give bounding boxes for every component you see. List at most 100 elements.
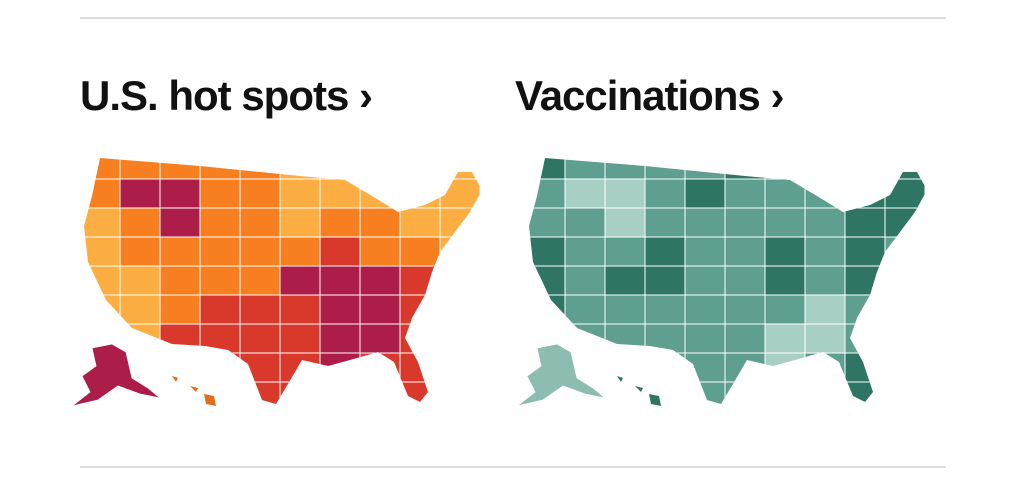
state [84, 207, 121, 238]
state [119, 323, 161, 354]
state [844, 178, 886, 209]
state [199, 158, 241, 180]
state [279, 265, 321, 296]
state [764, 352, 806, 383]
state [239, 294, 281, 325]
state [159, 158, 201, 180]
state [724, 178, 766, 209]
state [644, 178, 686, 209]
hot-spots-link[interactable]: U.S. hot spots › [80, 72, 373, 119]
state [239, 323, 281, 354]
state [199, 294, 241, 325]
states [529, 158, 926, 404]
state [239, 381, 281, 404]
state [724, 323, 766, 354]
state [239, 236, 281, 267]
state [529, 158, 566, 180]
state [319, 207, 361, 238]
state [844, 323, 886, 354]
state [604, 381, 646, 404]
state [684, 265, 726, 296]
state [159, 207, 201, 238]
state [399, 178, 441, 209]
state [239, 207, 281, 238]
state [119, 178, 161, 209]
state [604, 294, 646, 325]
state [684, 178, 726, 209]
state [279, 323, 321, 354]
state [529, 236, 566, 267]
state [279, 236, 321, 267]
state [119, 294, 161, 325]
state [884, 158, 926, 180]
state [724, 207, 766, 238]
state [199, 265, 241, 296]
state [239, 265, 281, 296]
state [359, 207, 401, 238]
state [119, 207, 161, 238]
state [644, 352, 686, 383]
state [159, 323, 201, 354]
state [279, 381, 321, 404]
state [119, 236, 161, 267]
state [439, 236, 481, 267]
state [884, 381, 926, 404]
state [564, 178, 606, 209]
state [804, 294, 846, 325]
state [764, 323, 806, 354]
state [884, 352, 926, 383]
state [684, 158, 726, 180]
state [604, 178, 646, 209]
state [439, 381, 481, 404]
state [319, 236, 361, 267]
vaccinations-link[interactable]: Vaccinations › [515, 72, 784, 119]
state [884, 265, 926, 296]
state [359, 294, 401, 325]
vaccinations-map[interactable] [516, 150, 926, 411]
state [239, 178, 281, 209]
state [319, 381, 361, 404]
state [804, 352, 846, 383]
hot-spots-map[interactable] [71, 150, 481, 411]
state [604, 207, 646, 238]
state [804, 207, 846, 238]
state [439, 294, 481, 325]
state [84, 178, 121, 209]
states [84, 158, 481, 404]
state [279, 294, 321, 325]
state [764, 178, 806, 209]
state [764, 236, 806, 267]
state [529, 207, 566, 238]
state [529, 265, 566, 296]
state [884, 178, 926, 209]
state [844, 236, 886, 267]
state [239, 352, 281, 383]
state [684, 381, 726, 404]
state [764, 207, 806, 238]
state [439, 265, 481, 296]
state [564, 323, 606, 354]
state [359, 236, 401, 267]
state [359, 178, 401, 209]
state [159, 178, 201, 209]
alaska [516, 343, 606, 407]
state [564, 207, 606, 238]
state [359, 323, 401, 354]
state [84, 294, 121, 325]
state [564, 158, 606, 180]
state [844, 381, 886, 404]
state [724, 158, 766, 180]
state [844, 265, 886, 296]
state [644, 294, 686, 325]
state [199, 178, 241, 209]
state [359, 381, 401, 404]
hawaii [172, 376, 216, 406]
state [884, 207, 926, 238]
state [279, 207, 321, 238]
state [319, 294, 361, 325]
state [684, 207, 726, 238]
state [439, 178, 481, 209]
state [159, 381, 201, 404]
state [319, 158, 361, 180]
state [644, 265, 686, 296]
